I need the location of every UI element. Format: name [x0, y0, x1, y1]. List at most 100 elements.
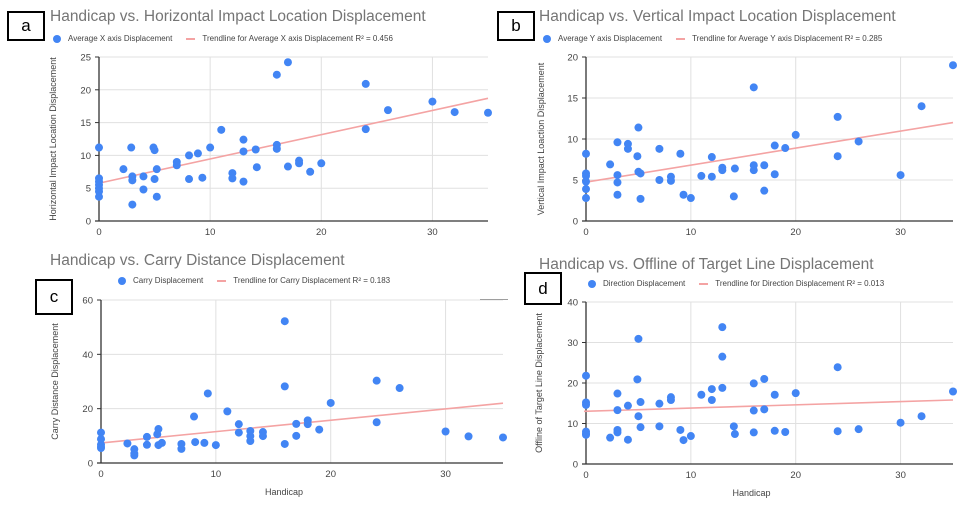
legend-label-points-c: Carry Displacement	[133, 276, 204, 285]
data-point	[142, 440, 151, 449]
data-point	[833, 363, 842, 372]
data-point	[582, 171, 590, 180]
data-point	[833, 152, 842, 161]
data-point	[623, 144, 632, 153]
legend-point-icon	[118, 276, 126, 285]
data-point	[582, 371, 590, 380]
data-point	[123, 439, 132, 448]
x-tick-label: 20	[316, 227, 327, 238]
data-point	[372, 376, 381, 385]
data-point	[154, 425, 163, 434]
data-point	[791, 389, 800, 398]
data-point	[239, 135, 248, 144]
x-tick-label: 10	[211, 469, 222, 480]
data-point	[718, 383, 727, 392]
data-point	[676, 425, 685, 434]
data-point	[760, 186, 769, 195]
x-tick-label: 10	[205, 227, 216, 238]
data-point	[97, 428, 105, 437]
data-point	[718, 166, 727, 175]
data-point	[613, 190, 622, 199]
data-point	[634, 334, 643, 343]
data-point	[729, 422, 738, 431]
y-tick-label: 25	[80, 53, 91, 64]
data-point	[749, 406, 758, 415]
data-point	[193, 149, 202, 158]
panel-label-a: a	[7, 11, 45, 41]
y-tick-label: 0	[88, 459, 93, 470]
legend-trendline-icon	[676, 37, 686, 40]
data-point	[128, 176, 137, 185]
data-point	[718, 352, 727, 361]
data-point	[217, 125, 226, 134]
legend-c: Carry Displacement Trendline for Carry D…	[118, 276, 390, 285]
data-point	[949, 387, 957, 396]
data-point	[623, 435, 632, 444]
legend-label-trendline-a: Trendline for Average X axis Displacemen…	[202, 34, 393, 43]
data-point	[613, 389, 622, 398]
chart-title-b: Handicap vs. Vertical Impact Location Di…	[539, 8, 896, 25]
data-point	[306, 167, 315, 176]
data-point	[633, 375, 642, 384]
panel-label-d: d	[524, 272, 562, 305]
data-point	[150, 146, 159, 155]
data-point	[896, 418, 905, 427]
data-point	[395, 384, 404, 393]
data-point	[499, 433, 507, 442]
data-point	[636, 194, 645, 203]
data-point	[613, 171, 622, 180]
y-axis-label: Offline of Target Line Displacement	[534, 313, 544, 453]
data-point	[152, 192, 161, 201]
y-axis-label: Carry Distance Displacement	[50, 323, 60, 440]
data-point	[119, 165, 128, 174]
data-point	[781, 144, 790, 153]
y-tick-label: 20	[80, 85, 91, 96]
legend-label-trendline-d: Trendline for Direction Displacement R² …	[715, 279, 885, 288]
y-tick-label: 30	[567, 338, 578, 349]
y-tick-label: 10	[80, 151, 91, 162]
data-point	[185, 175, 194, 184]
data-point	[280, 317, 289, 326]
trendline	[96, 97, 489, 185]
y-tick-label: 20	[567, 53, 578, 64]
data-point	[130, 451, 139, 460]
data-point	[95, 143, 103, 152]
legend-label-trendline-b: Trendline for Average Y axis Displacemen…	[692, 34, 883, 43]
chart-title-a: Handicap vs. Horizontal Impact Location …	[50, 8, 426, 25]
legend-a: Average X axis Displacement Trendline fo…	[53, 34, 393, 43]
data-point	[634, 412, 643, 421]
y-tick-label: 10	[567, 135, 578, 146]
data-point	[655, 176, 664, 184]
data-point	[177, 444, 186, 453]
data-point	[636, 169, 645, 178]
data-point	[730, 430, 739, 439]
data-point	[283, 58, 292, 67]
data-point	[198, 173, 207, 182]
data-point	[707, 385, 716, 394]
data-point	[613, 406, 622, 415]
data-point	[185, 151, 194, 160]
data-point	[636, 398, 645, 407]
y-tick-label: 0	[573, 217, 578, 228]
x-axis-label: Handicap	[732, 488, 770, 498]
data-point	[315, 425, 324, 434]
data-point	[949, 61, 957, 70]
data-point	[666, 396, 675, 405]
trendline	[98, 402, 504, 444]
data-point	[441, 427, 450, 436]
data-point	[292, 419, 301, 428]
data-point	[666, 176, 675, 185]
x-tick-label: 0	[96, 227, 101, 238]
data-point	[150, 175, 159, 184]
data-point	[317, 159, 326, 168]
data-point	[139, 185, 148, 194]
data-point	[251, 145, 260, 154]
x-tick-label: 20	[790, 227, 801, 238]
data-point	[917, 412, 926, 421]
data-point	[223, 407, 232, 416]
x-tick-label: 30	[427, 227, 438, 238]
panel-label-c: c	[35, 279, 73, 315]
y-tick-label: 60	[82, 296, 93, 307]
y-tick-label: 0	[86, 217, 91, 228]
